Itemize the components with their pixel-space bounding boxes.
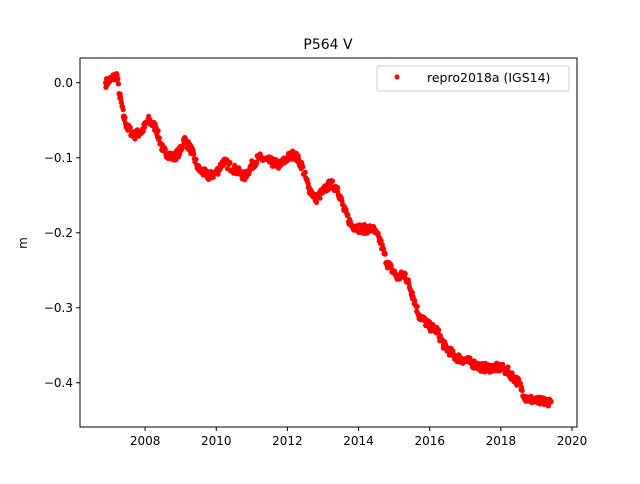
legend-label: repro2018a (IGS14)	[427, 70, 550, 85]
chart-title: P564 V	[303, 37, 353, 53]
data-point	[291, 151, 298, 157]
data-point	[497, 364, 504, 371]
data-point-fill	[345, 212, 351, 218]
data-point	[359, 226, 366, 232]
data-point	[384, 259, 391, 266]
data-point	[220, 158, 227, 165]
data-point	[102, 79, 109, 86]
data-point	[241, 173, 248, 180]
data-point	[108, 76, 115, 82]
data-point	[348, 222, 355, 229]
x-tick-label: 2012	[272, 434, 303, 448]
data-point-fill	[380, 246, 387, 252]
x-tick-label: 2008	[130, 434, 161, 448]
data-point-fill	[120, 107, 126, 113]
data-point-fill	[302, 169, 308, 176]
data-point	[533, 398, 540, 405]
data-point	[480, 364, 487, 371]
data-point	[504, 368, 511, 375]
data-point	[145, 117, 152, 124]
data-point	[248, 162, 255, 169]
data-point	[138, 128, 145, 135]
data-point	[213, 169, 220, 176]
data-point	[341, 207, 348, 214]
data-point	[159, 147, 166, 154]
data-point	[426, 323, 433, 330]
y-axis: 0.0 −0.1 −0.2 −0.3 −0.4	[44, 76, 80, 390]
data-point-fill	[193, 156, 199, 162]
data-point	[113, 72, 120, 79]
data-point-fill	[505, 364, 511, 370]
y-tick-label: −0.2	[44, 226, 73, 240]
legend: repro2018a (IGS14)	[376, 65, 570, 92]
data-layer	[102, 70, 554, 409]
data-point	[312, 196, 319, 202]
data-point	[170, 154, 177, 161]
data-point	[120, 113, 127, 120]
data-point	[547, 398, 554, 405]
data-point	[369, 226, 376, 232]
y-tick-label: 0.0	[54, 76, 73, 90]
x-tick-label: 2016	[414, 434, 445, 448]
data-point	[327, 181, 334, 187]
y-axis-label: m	[16, 237, 30, 249]
data-point	[394, 274, 401, 281]
data-point-fill	[382, 251, 388, 257]
data-point	[305, 184, 312, 191]
data-point	[416, 312, 423, 319]
legend-box	[376, 65, 570, 92]
data-point	[131, 132, 138, 139]
legend-marker	[394, 74, 400, 80]
data-point	[266, 158, 273, 165]
data-point-fill	[412, 298, 418, 304]
data-point	[277, 162, 284, 169]
data-point-fill	[450, 348, 456, 354]
x-tick-label: 2020	[557, 434, 588, 448]
data-point-fill	[253, 160, 260, 166]
data-point	[433, 327, 440, 334]
data-point-fill	[519, 387, 525, 394]
x-tick-label: 2014	[343, 434, 374, 448]
data-point	[522, 394, 529, 401]
data-point-fill	[414, 303, 420, 310]
y-tick-label: −0.1	[44, 151, 73, 165]
data-point	[319, 188, 326, 195]
data-point-fill	[115, 81, 122, 87]
x-tick-label: 2018	[486, 434, 517, 448]
plot-frame	[79, 57, 578, 428]
data-point-fill	[339, 198, 345, 204]
data-point	[334, 184, 341, 191]
data-point	[206, 173, 213, 180]
data-point	[152, 124, 159, 131]
y-tick-label: −0.3	[44, 301, 73, 315]
data-point	[451, 353, 458, 360]
data-point	[440, 342, 447, 349]
data-point-fill	[156, 135, 162, 141]
data-point	[284, 154, 291, 161]
data-point	[117, 94, 124, 101]
x-tick-label: 2010	[201, 434, 232, 448]
data-point	[124, 124, 131, 131]
data-point	[181, 136, 188, 142]
data-point	[255, 154, 262, 161]
x-axis: 2008 2010 2012 2014 2016 2018 2020	[130, 427, 587, 448]
data-point	[188, 147, 195, 154]
data-point	[376, 237, 383, 244]
data-point	[515, 379, 522, 386]
data-point	[462, 357, 469, 364]
data-point	[401, 271, 408, 277]
data-point	[231, 166, 238, 172]
data-point-fill	[227, 159, 233, 166]
data-point-fill	[388, 263, 394, 269]
data-point	[195, 166, 202, 172]
data-point	[298, 162, 305, 169]
data-point	[177, 147, 184, 154]
data-point-fill	[406, 281, 412, 287]
y-tick-label: −0.4	[44, 376, 73, 390]
data-point	[408, 289, 415, 296]
